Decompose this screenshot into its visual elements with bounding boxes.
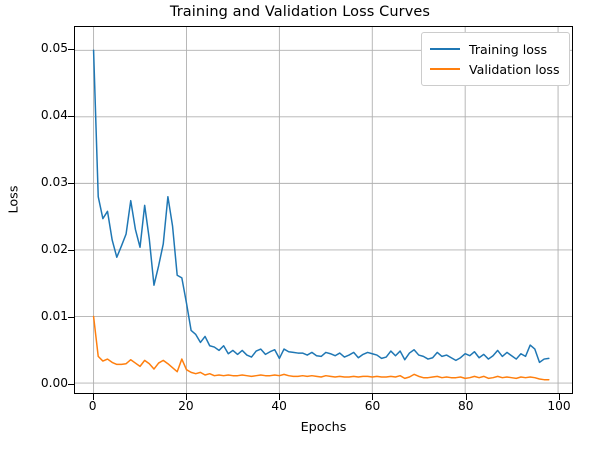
y-tick-label: 0.00	[40, 375, 68, 390]
series-line	[92, 315, 550, 381]
x-tick-mark	[185, 394, 187, 400]
x-tick-mark	[559, 394, 560, 400]
x-tick-label: 60	[364, 399, 381, 413]
chart-title: Training and Validation Loss Curves	[169, 4, 431, 20]
y-tick-label: 0.01	[40, 309, 68, 324]
y-tick-mark	[68, 250, 74, 252]
data-series-group	[92, 49, 550, 381]
legend-swatch-training-loss	[430, 48, 460, 50]
y-tick-label: 0.02	[40, 242, 68, 257]
y-axis-label: Loss	[6, 185, 22, 214]
y-tick-mark	[68, 116, 74, 118]
legend-label-validation-loss: Validation loss	[469, 61, 560, 77]
legend-item-validation-loss: Validation loss	[430, 59, 560, 79]
y-tick-mark	[68, 317, 74, 319]
x-tick-label: 100	[547, 399, 571, 413]
y-tick-mark	[68, 383, 74, 385]
x-tick-label: 0	[88, 399, 97, 413]
series-line	[92, 49, 550, 364]
x-axis-label: Epochs	[300, 420, 347, 435]
x-axis-tick-labels: 0 20 40 60 80 100	[0, 399, 600, 419]
chart-legend: Training loss Validation loss	[421, 32, 570, 86]
y-tick-mark	[68, 183, 74, 185]
x-tick-label: 20	[178, 399, 194, 413]
x-tick-mark	[92, 394, 94, 400]
y-tick-mark	[68, 49, 74, 51]
y-tick-label: 0.04	[40, 108, 68, 123]
y-tick-label: 0.03	[40, 175, 68, 190]
y-tick-label: 0.05	[40, 41, 68, 56]
x-tick-mark	[279, 394, 281, 400]
legend-label-training-loss: Training loss	[469, 41, 548, 57]
legend-item-training-loss: Training loss	[430, 39, 560, 59]
x-tick-mark	[465, 394, 467, 400]
plot-area	[74, 26, 573, 394]
x-tick-label: 40	[271, 399, 287, 413]
x-tick-label: 80	[457, 399, 474, 413]
y-axis-tick-labels: 0.00 0.01 0.02 0.03 0.04 0.05	[0, 0, 68, 456]
x-tick-mark	[372, 394, 374, 400]
legend-swatch-validation-loss	[430, 68, 460, 70]
